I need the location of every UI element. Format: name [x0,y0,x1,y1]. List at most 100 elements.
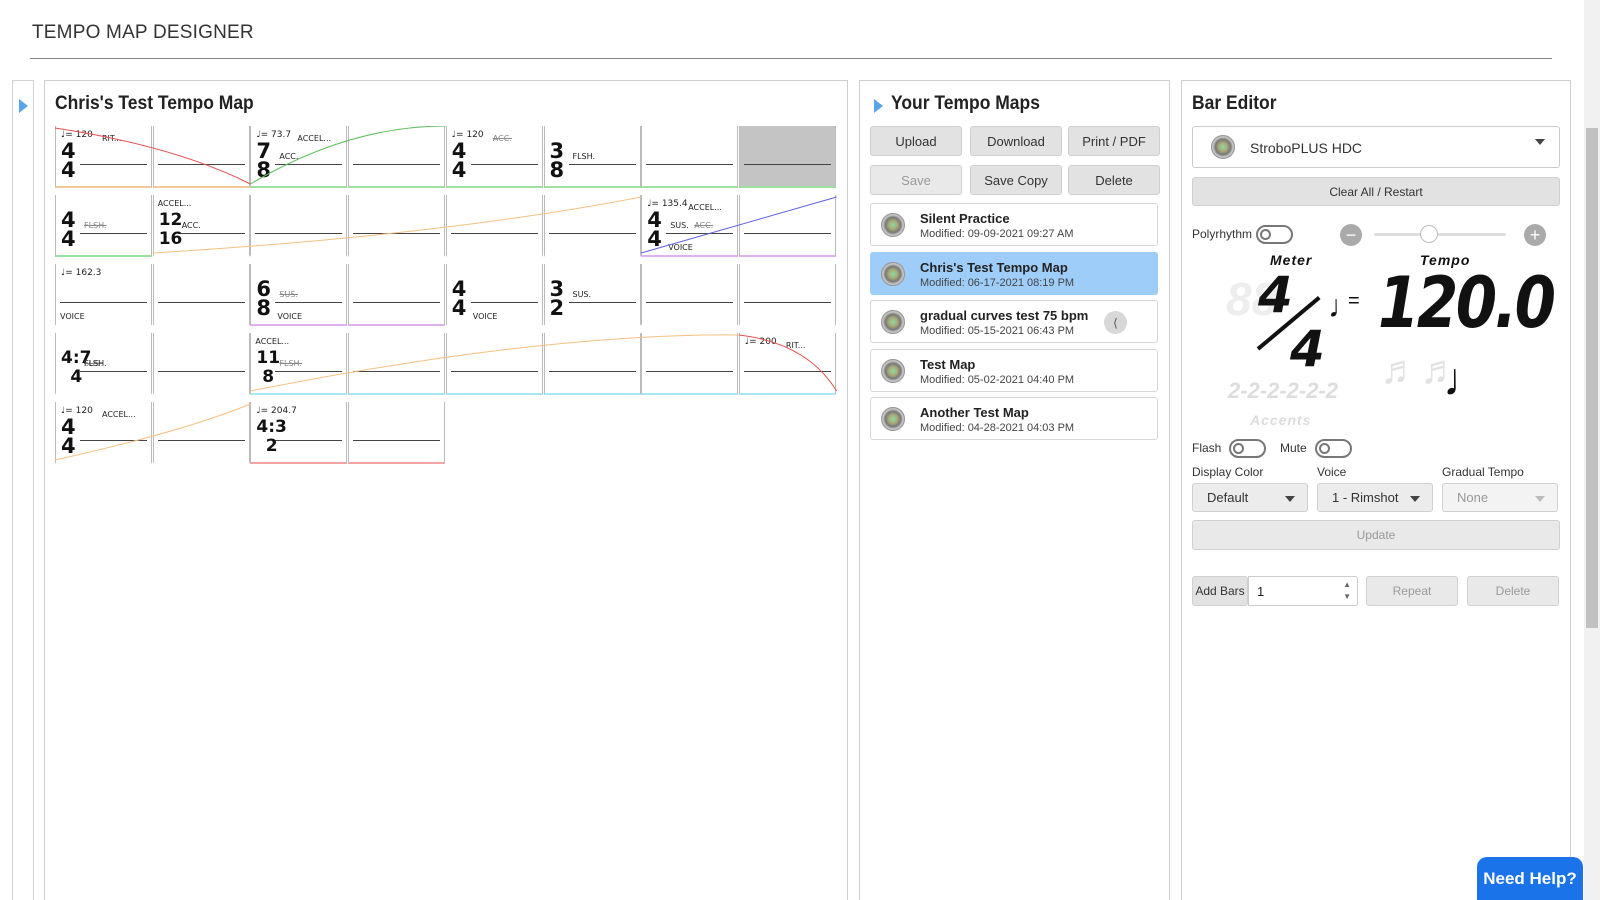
tempo-bar[interactable] [152,333,250,395]
tempo-bar[interactable] [348,195,446,257]
time-signature: 12 16 [159,211,183,249]
polyrhythm-toggle[interactable] [1256,225,1293,244]
tempo-bar[interactable] [445,333,543,395]
bar-staff-line [666,233,734,234]
plus-icon[interactable]: + [1524,224,1546,246]
bar-staff-line [743,233,831,234]
tempo-bar[interactable]: 4 4 FLSH. [55,195,152,257]
map-list-item[interactable]: gradual curves test 75 bpm Modified: 05-1… [870,300,1158,343]
gradual-tempo-select[interactable]: None [1442,483,1558,512]
tempo-bar[interactable] [738,126,836,188]
voice-select[interactable]: 1 - Rimshot [1317,483,1433,512]
tempo-bar[interactable]: 3 8 FLSH. [543,126,641,188]
tempo-bar[interactable] [445,195,543,257]
time-signature-numerator: 12 [158,210,183,230]
bar-staff-line [275,440,343,441]
tempo-bar[interactable] [348,333,446,395]
tempo-bar[interactable]: 4:7 4 SUS. FLSH. [55,333,152,395]
tempo-bar[interactable] [348,264,446,326]
tempo-label: Tempo [1420,252,1471,268]
bar-staff-line [450,371,538,372]
download-button[interactable]: Download [970,126,1062,156]
meter-ghost-digits: 88 [1226,273,1278,325]
tempo-bar[interactable]: 4 4 VOICE [445,264,543,326]
tempo-bar[interactable] [152,126,250,188]
time-signature-denominator: 4 [61,158,76,182]
bar-staff-line [743,164,831,165]
delete-bars-button[interactable]: Delete [1467,576,1559,606]
tempo-bar[interactable]: ♩= 120 4 4 ACC. [445,126,543,188]
tempo-bar[interactable]: ♩= 120 4 4 ACCEL... [55,402,152,464]
display-color-select[interactable]: Default [1192,483,1308,512]
map-list-item[interactable]: Test Map Modified: 05-02-2021 04:40 PM [870,348,1158,392]
need-help-button[interactable]: Need Help? [1477,857,1583,900]
bar-staff-line [646,371,734,372]
print-pdf-button[interactable]: Print / PDF [1068,126,1160,156]
tempo-bar[interactable]: ♩= 73.7 7 8 ACCEL... ACC. [250,126,348,188]
tempo-bar[interactable]: ♩= 120 4 4 RIT... [55,126,152,188]
delete-map-button[interactable]: Delete [1068,165,1160,195]
tempo-bar[interactable] [738,264,836,326]
map-list-item[interactable]: Chris's Test Tempo Map Modified: 06-17-20… [870,251,1158,295]
time-signature-numerator: 11 [256,348,281,368]
bar-staff-line [157,371,245,372]
tempo-bar[interactable]: 6 8 SUS. VOICE [250,264,348,326]
bar-staff-line [353,371,441,372]
map-list-item[interactable]: Another Test Map Modified: 04-28-2021 04:… [870,397,1158,440]
bar-staff-line [353,164,441,165]
upload-button[interactable]: Upload [870,126,962,156]
page-scrollbar[interactable] [1584,0,1600,900]
add-bars-button[interactable]: Add Bars [1192,576,1248,606]
bar-staff-line [80,371,147,372]
collapse-arrow-icon[interactable] [874,99,883,113]
tempo-bar[interactable]: ♩= 135.4 4 4 ACCEL... SUS. ACC. VOICE [641,195,739,257]
time-signature-denominator: 4 [61,227,76,251]
tempo-bar[interactable] [543,333,641,395]
stepper-icon[interactable]: ▲ ▼ [1343,580,1351,601]
bar-label: FLSH. [84,359,107,368]
bar-tempo: ♩= 120 [451,130,484,140]
sidebar-toggle[interactable] [12,80,34,900]
tempo-bar[interactable] [641,126,739,188]
tempo-bar[interactable] [250,195,348,257]
tempo-bar[interactable] [543,195,641,257]
tempo-bar[interactable] [152,264,250,326]
tempo-slider[interactable] [1374,233,1506,236]
tempo-bar[interactable] [348,402,446,464]
time-signature-numerator: 4 [61,208,76,232]
tempo-bar[interactable]: ♩= 204.7 4:3 2 [250,402,348,464]
tempo-bar[interactable]: ♩= 162.3 VOICE [55,264,152,326]
slider-handle[interactable] [1420,225,1438,243]
mute-toggle[interactable] [1315,439,1352,458]
tempo-bar[interactable] [738,195,836,257]
clear-restart-button[interactable]: Clear All / Restart [1192,177,1560,206]
scrollbar-thumb[interactable] [1586,128,1598,628]
repeat-button[interactable]: Repeat [1366,576,1458,606]
tempo-bar[interactable]: 12 16 ACCEL... ACC. [152,195,250,257]
flash-toggle[interactable] [1229,439,1266,458]
update-button[interactable]: Update [1192,520,1560,550]
minus-icon[interactable]: − [1340,224,1362,246]
tempo-bar[interactable] [641,264,739,326]
bar-staff-line [80,164,147,165]
device-select[interactable]: StroboPLUS HDC [1192,126,1560,168]
save-button[interactable]: Save [870,165,962,195]
tempo-bar[interactable]: 3 2 SUS. [543,264,641,326]
share-icon[interactable]: ⟨ [1104,311,1127,334]
save-copy-button[interactable]: Save Copy [970,165,1062,195]
bar-staff-line [275,371,343,372]
tempo-bar[interactable]: ♩= 200 RIT... [738,333,836,395]
page-title: TEMPO MAP DESIGNER [32,22,254,43]
map-list-item[interactable]: Silent Practice Modified: 09-09-2021 09:2… [870,203,1158,246]
map-name: Another Test Map [920,405,1029,420]
tempo-bar[interactable]: 11 8 ACCEL... FLSH. [250,333,348,395]
add-bars-input[interactable]: 1 ▲ ▼ [1248,576,1358,606]
time-signature-denominator: 8 [256,296,272,320]
tempo-bar[interactable] [152,402,250,464]
time-signature-denominator: 4 [451,158,467,182]
tempo-bar[interactable] [348,126,446,188]
bar-label: ACCEL... [297,134,332,143]
tempo-bar[interactable] [641,333,739,395]
